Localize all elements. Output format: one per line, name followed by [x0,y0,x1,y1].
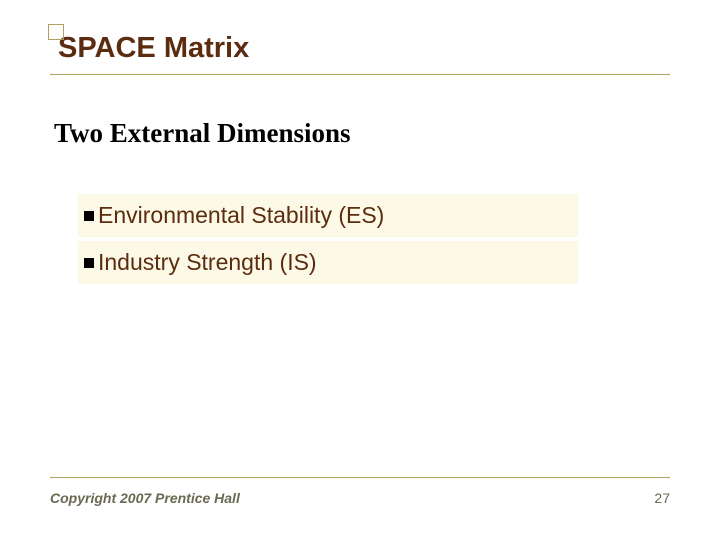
slide-subtitle: Two External Dimensions [54,118,351,149]
square-bullet-icon [84,258,94,268]
bullet-text: Environmental Stability (ES) [98,202,384,229]
copyright-text: Copyright 2007 Prentice Hall [50,490,240,506]
bullet-list: Environmental Stability (ES) Industry St… [78,194,578,288]
list-item: Industry Strength (IS) [78,241,578,284]
title-block: SPACE Matrix [50,26,249,65]
square-bullet-icon [84,211,94,221]
title-underline [50,74,670,75]
slide-title: SPACE Matrix [50,26,249,65]
footer-divider [50,477,670,478]
list-item: Environmental Stability (ES) [78,194,578,237]
slide: SPACE Matrix Two External Dimensions Env… [0,0,720,540]
bullet-text: Industry Strength (IS) [98,249,317,276]
title-corner-accent [48,24,64,40]
page-number: 27 [654,490,670,506]
